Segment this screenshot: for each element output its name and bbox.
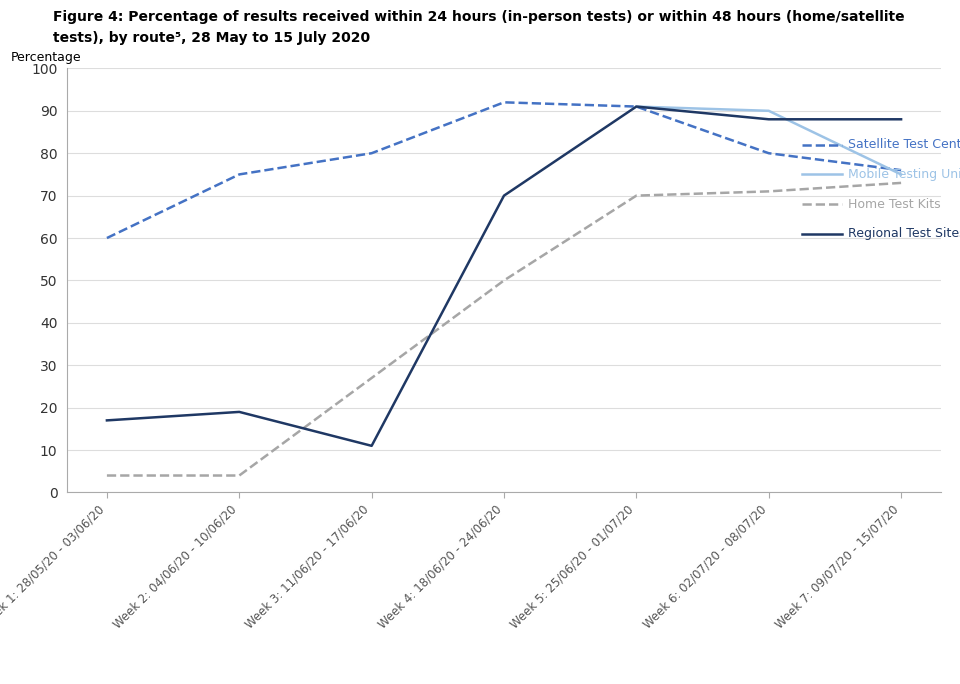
Text: Satellite Test Centre: Satellite Test Centre [848, 138, 960, 151]
Text: Home Test Kits: Home Test Kits [848, 198, 941, 211]
Text: Figure 4: Percentage of results received within 24 hours (in-person tests) or wi: Figure 4: Percentage of results received… [53, 10, 904, 24]
Text: Mobile Testing Units: Mobile Testing Units [848, 168, 960, 181]
Text: Regional Test Sites: Regional Test Sites [848, 227, 960, 240]
Text: tests), by route⁵, 28 May to 15 July 2020: tests), by route⁵, 28 May to 15 July 202… [53, 31, 370, 44]
Text: Percentage: Percentage [11, 51, 81, 64]
